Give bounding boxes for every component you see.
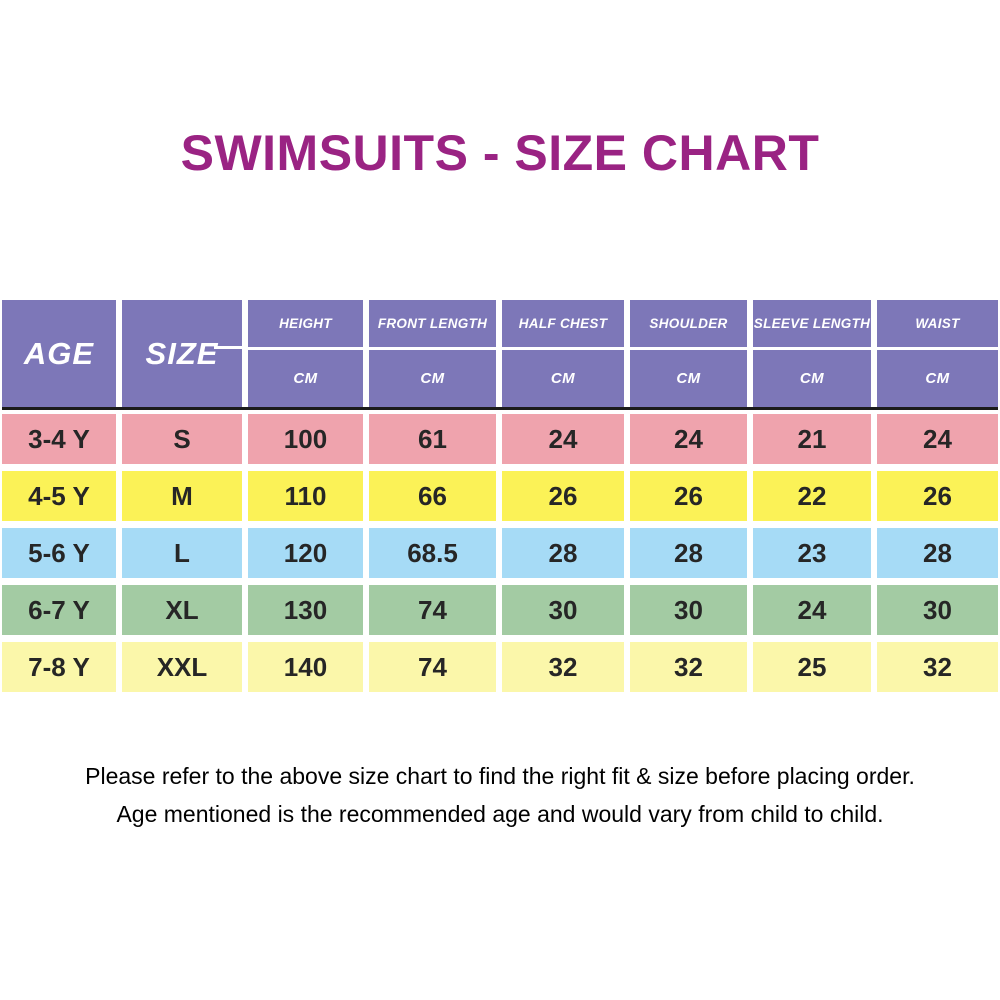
cell-size: XXL <box>122 642 242 692</box>
cell-sleeve-length: 23 <box>753 528 871 578</box>
cell-height: 110 <box>248 471 363 521</box>
footer-line-2: Age mentioned is the recommended age and… <box>116 801 884 827</box>
cell-half-chest: 30 <box>502 585 624 635</box>
cell-half-chest: 26 <box>502 471 624 521</box>
header-shoulder-unit: CM <box>676 370 701 387</box>
header-half-chest-label: HALF CHEST <box>502 300 624 350</box>
header-half-chest: HALF CHEST CM <box>502 300 624 407</box>
cell-waist: 26 <box>877 471 998 521</box>
header-sleeve-length: SLEEVE LENGTH CM <box>753 300 871 407</box>
cell-sleeve-length: 25 <box>753 642 871 692</box>
cell-size: S <box>122 414 242 464</box>
header-waist-label: WAIST <box>877 300 998 350</box>
cell-waist: 30 <box>877 585 998 635</box>
cell-age: 7-8 Y <box>2 642 116 692</box>
cell-size: XL <box>122 585 242 635</box>
header-height: HEIGHT CM <box>248 300 363 407</box>
footer-line-1: Please refer to the above size chart to … <box>85 763 915 789</box>
cell-age: 6-7 Y <box>2 585 116 635</box>
footer-note: Please refer to the above size chart to … <box>0 757 1000 833</box>
header-underline <box>2 407 998 410</box>
cell-height: 140 <box>248 642 363 692</box>
header-height-unit: CM <box>293 370 318 387</box>
cell-waist: 24 <box>877 414 998 464</box>
header-front-length-label: FRONT LENGTH <box>369 300 496 350</box>
header-sleeve-length-unit: CM <box>799 370 825 387</box>
cell-age: 3-4 Y <box>2 414 116 464</box>
page-title: SWIMSUITS - SIZE CHART <box>180 125 820 181</box>
size-chart-table: AGE SIZE HEIGHT CM FRONT LENGTH CM HALF … <box>2 300 998 692</box>
header-height-label: HEIGHT <box>248 300 363 350</box>
header-size: SIZE <box>122 300 248 407</box>
header-front-length-unit: CM <box>420 370 445 387</box>
cell-waist: 32 <box>877 642 998 692</box>
cell-shoulder: 28 <box>630 528 747 578</box>
cell-front-length: 61 <box>369 414 496 464</box>
cell-sleeve-length: 21 <box>753 414 871 464</box>
cell-size: L <box>122 528 242 578</box>
size-chart-grid: AGE SIZE HEIGHT CM FRONT LENGTH CM HALF … <box>2 300 998 692</box>
cell-size: M <box>122 471 242 521</box>
header-sleeve-length-label: SLEEVE LENGTH <box>753 300 871 350</box>
cell-shoulder: 32 <box>630 642 747 692</box>
cell-height: 130 <box>248 585 363 635</box>
header-front-length: FRONT LENGTH CM <box>369 300 496 407</box>
cell-front-length: 74 <box>369 642 496 692</box>
header-age: AGE <box>2 300 116 407</box>
cell-height: 100 <box>248 414 363 464</box>
header-waist-unit: CM <box>925 370 950 387</box>
cell-half-chest: 32 <box>502 642 624 692</box>
cell-front-length: 68.5 <box>369 528 496 578</box>
cell-front-length: 74 <box>369 585 496 635</box>
cell-front-length: 66 <box>369 471 496 521</box>
cell-waist: 28 <box>877 528 998 578</box>
cell-age: 5-6 Y <box>2 528 116 578</box>
cell-sleeve-length: 24 <box>753 585 871 635</box>
cell-age: 4-5 Y <box>2 471 116 521</box>
header-shoulder-label: SHOULDER <box>630 300 747 350</box>
cell-shoulder: 24 <box>630 414 747 464</box>
cell-sleeve-length: 22 <box>753 471 871 521</box>
cell-shoulder: 26 <box>630 471 747 521</box>
cell-shoulder: 30 <box>630 585 747 635</box>
header-half-chest-unit: CM <box>550 370 576 387</box>
cell-half-chest: 28 <box>502 528 624 578</box>
header-shoulder: SHOULDER CM <box>630 300 747 407</box>
cell-height: 120 <box>248 528 363 578</box>
header-waist: WAIST CM <box>877 300 998 407</box>
cell-half-chest: 24 <box>502 414 624 464</box>
